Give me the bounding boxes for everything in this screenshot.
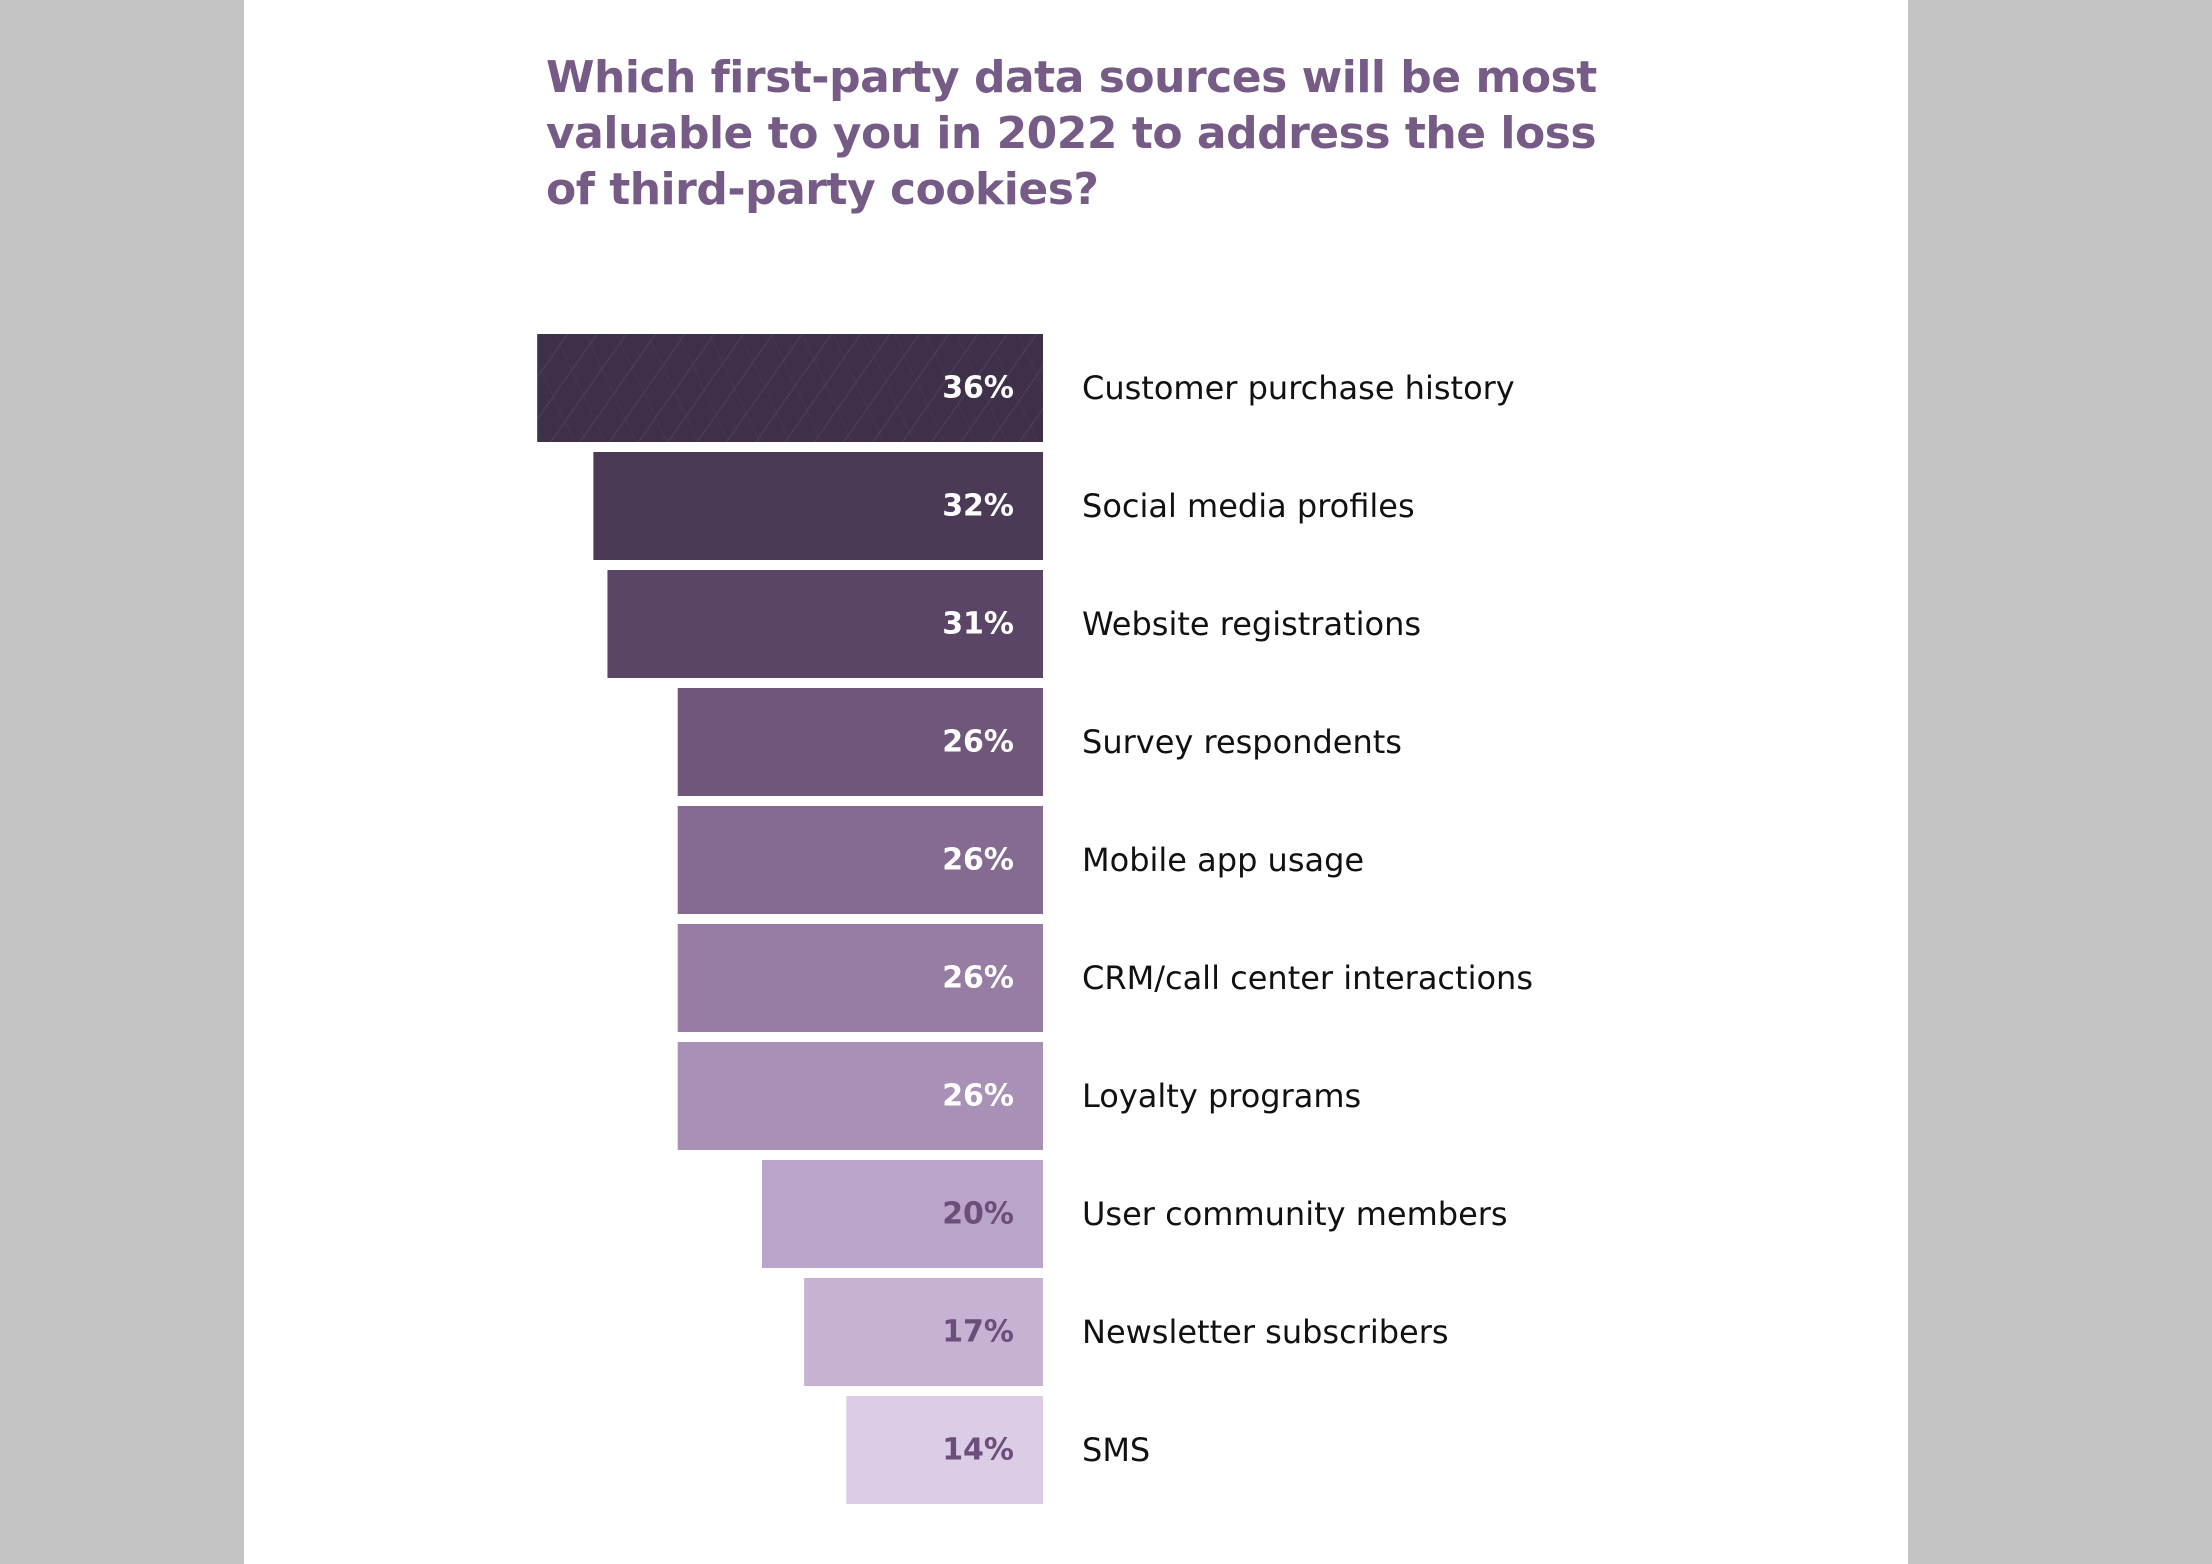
bar-value-label: 14% [942,1433,1014,1468]
category-label: CRM/call center interactions [1082,959,1533,997]
bar-value-label: 36% [942,371,1014,406]
bar-value-label: 26% [942,843,1014,878]
category-label: Website registrations [1082,605,1421,643]
category-label: Survey respondents [1082,723,1402,761]
funnel-bar [677,924,1043,1032]
category-label: Mobile app usage [1082,841,1364,879]
funnel-bar [677,1042,1043,1150]
category-label: SMS [1082,1431,1150,1469]
bar-value-label: 26% [942,961,1014,996]
bar-value-label: 20% [942,1197,1014,1232]
category-label: Loyalty programs [1082,1077,1361,1115]
funnel-bar [677,806,1043,914]
funnel-bar [593,452,1043,560]
funnel-bar [677,688,1043,796]
funnel-bar [607,570,1043,678]
funnel-chart: 36% Customer purchase history 32% Social me… [537,334,1533,1504]
funnel-bar [762,1160,1043,1268]
bar-texture [537,334,1043,442]
funnel-bar [804,1278,1043,1386]
bar-value-label: 26% [942,725,1014,760]
category-label: Social media profiles [1082,487,1415,525]
category-label: Newsletter subscribers [1082,1313,1449,1351]
bar-value-label: 26% [942,1079,1014,1114]
funnel-bar [846,1396,1043,1504]
category-label: User community members [1082,1195,1508,1233]
bar-value-label: 31% [942,607,1014,642]
bar-value-label: 17% [942,1315,1014,1350]
chart-title: Which first-party data sources will be m… [546,52,1597,215]
category-label: Customer purchase history [1082,369,1515,407]
page: Which first-party data sources will be m… [244,0,1908,1564]
bar-value-label: 32% [942,489,1014,524]
